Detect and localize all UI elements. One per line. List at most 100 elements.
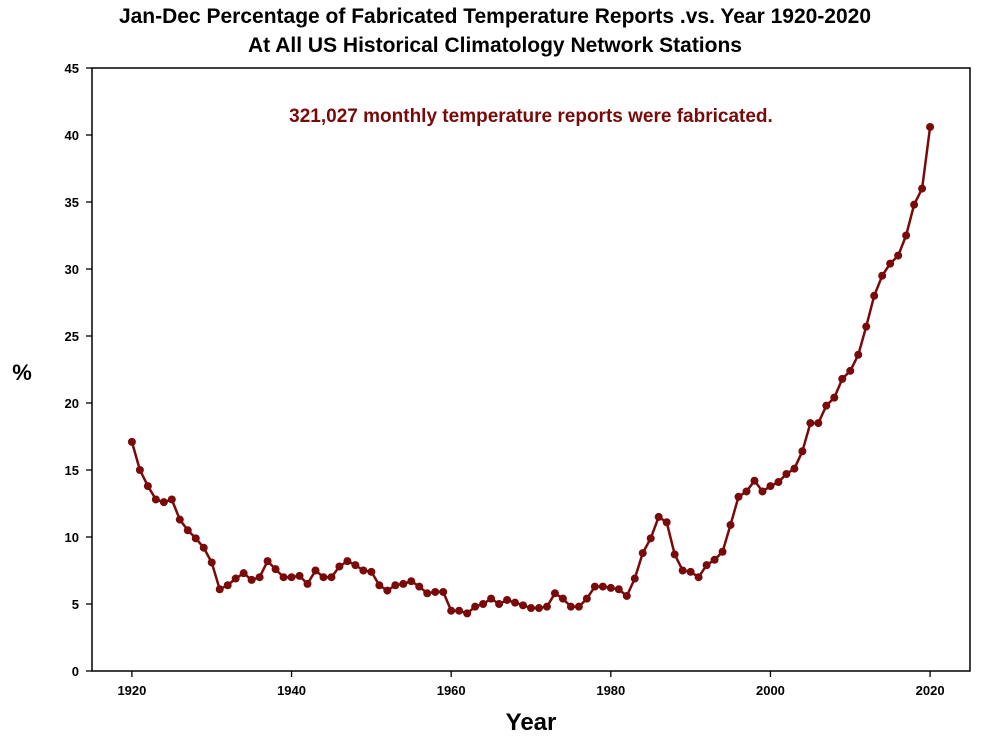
data-point [782,470,791,479]
x-tick-label: 1920 [117,683,146,698]
data-point [175,515,184,524]
data-point [734,492,743,501]
data-point [503,595,512,604]
data-point [582,594,591,603]
data-point [271,565,280,574]
data-point [886,259,895,268]
data-point [574,602,583,611]
data-point [479,600,488,608]
data-point [774,478,783,487]
data-point [806,419,815,428]
data-point [694,573,703,582]
data-point [846,366,855,375]
data-point [183,526,192,535]
y-tick-label: 35 [65,195,79,210]
data-point [303,579,312,588]
y-axis-label: % [12,360,32,385]
data-point [758,487,767,496]
data-point [870,291,879,300]
data-point [127,437,136,446]
data-point [910,200,919,209]
y-tick-label: 30 [65,262,79,277]
data-point [431,587,440,596]
data-point [878,271,887,280]
y-tick-label: 0 [72,664,79,679]
x-tick-label: 1960 [437,683,466,698]
data-point [902,231,911,240]
data-point [542,602,551,611]
data-point [614,585,623,594]
data-point [199,543,208,552]
chart-title: Jan-Dec Percentage of Fabricated Tempera… [118,5,872,28]
data-point [135,466,144,474]
data-point [519,601,528,610]
data-point [822,401,831,410]
data-point [279,573,288,582]
data-point [247,575,256,584]
data-point [511,598,520,607]
data-point [622,591,631,600]
data-point [742,487,751,496]
series-line [130,126,932,615]
x-tick-label: 2020 [916,683,945,698]
data-point [702,561,711,570]
data-point [678,566,687,575]
data-point [686,567,695,576]
data-point [918,184,927,193]
data-point [447,606,456,615]
data-point [726,520,735,529]
data-point [295,571,304,580]
data-point [239,569,248,578]
data-point [638,549,647,558]
data-point [862,322,871,331]
y-tick-label: 45 [65,61,79,76]
data-point [566,602,575,611]
data-point [838,374,847,383]
y-tick-label: 15 [65,463,79,478]
data-point [255,573,264,582]
data-point [287,573,296,582]
data-point [598,582,607,591]
data-point [710,555,719,564]
data-point [311,566,320,575]
data-point [215,585,224,594]
data-point [463,609,472,618]
data-point [854,350,863,359]
y-tick-label: 5 [72,597,79,612]
data-point [830,393,839,402]
data-point [646,534,655,543]
data-point [207,558,216,567]
data-point [814,419,823,428]
chart-annotation: 321,027 monthly temperature reports were… [289,106,773,127]
data-point [343,557,352,566]
data-point [327,573,336,582]
data-point [606,583,615,592]
data-point [471,602,480,611]
data-point [359,566,368,575]
data-point [558,594,567,603]
data-point [351,561,360,570]
data-point [534,604,543,613]
data-point [407,577,416,586]
chart-subtitle: At All US Historical Climatology Network… [248,34,742,57]
data-point [798,447,807,456]
data-point [391,581,400,590]
data-point [231,574,240,583]
plot-area-frame [91,67,971,672]
x-tick-label: 1980 [596,683,625,698]
data-point [670,550,679,559]
data-point [151,495,160,504]
data-point [223,581,232,590]
y-tick-label: 20 [65,396,79,411]
data-point [766,482,775,491]
data-point [662,518,671,527]
data-point [487,594,496,603]
data-point [383,586,392,595]
data-point [399,579,408,588]
data-point [894,251,903,260]
data-point [191,534,200,543]
data-point [367,567,376,576]
data-point [159,498,168,507]
data-point [926,122,935,131]
